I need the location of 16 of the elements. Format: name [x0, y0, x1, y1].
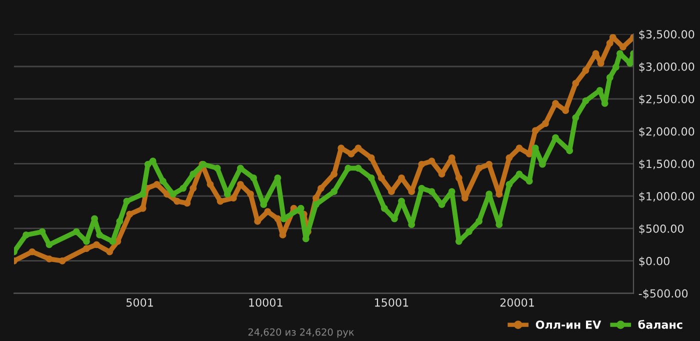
- y-tick-label: $3,500.00: [639, 30, 694, 40]
- legend-label: баланс: [638, 320, 682, 329]
- x-tick-label: 15001: [375, 298, 408, 307]
- y-tick-label: $3,000.00: [639, 62, 694, 72]
- y-tick-label: $2,000.00: [639, 127, 694, 138]
- text: 24,620 из 24,620 рук: [248, 328, 354, 338]
- x-tick-label: 10001: [249, 298, 282, 307]
- y-tick-label: $2,500.00: [639, 94, 694, 105]
- y-tick-label: $1,500.00: [639, 159, 694, 170]
- y-tick-label: $0.00: [639, 256, 670, 267]
- y-tick-label: -$500.00: [638, 289, 688, 300]
- x-tick-label: 5001: [126, 298, 153, 307]
- y-tick-label: $500.00: [639, 224, 684, 234]
- x-tick-label: 20001: [500, 298, 534, 307]
- y-tick-label: $1,000.00: [639, 192, 694, 202]
- legend-label: Олл-ин EV: [536, 320, 602, 329]
